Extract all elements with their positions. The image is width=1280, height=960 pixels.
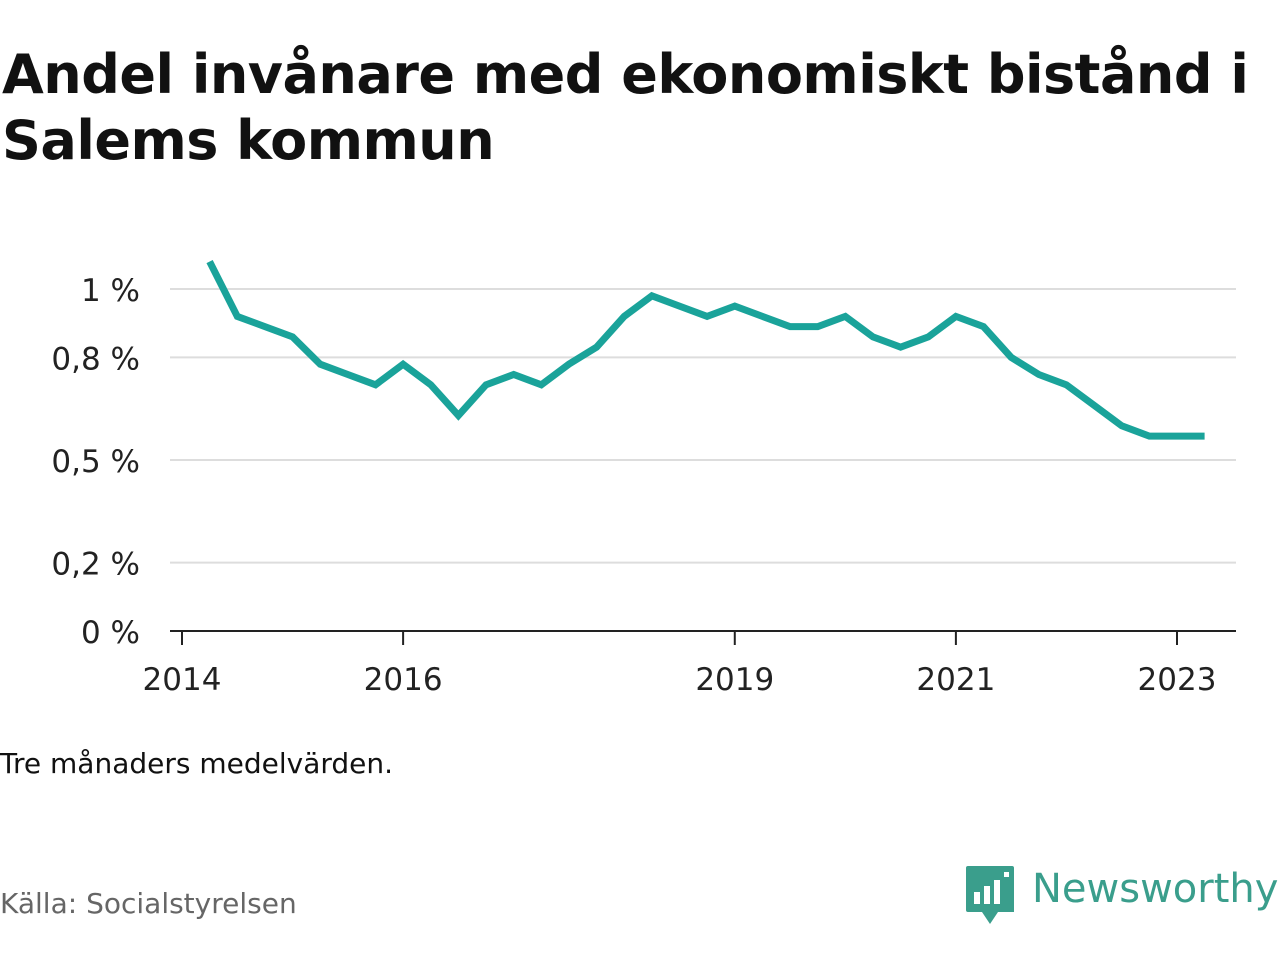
x-tick-label: 2014 [143,662,222,698]
newsworthy-logo-icon [966,866,1014,924]
series-line-0 [206,260,1205,440]
y-tick-label: 1 % [81,273,140,309]
y-tick-label: 0,5 % [51,444,140,480]
brand-logo: Newsworthy [964,864,1278,928]
y-tick-label: 0,2 % [51,547,140,583]
brand-name: Newsworthy [1032,866,1279,912]
x-tick-label: 2021 [916,662,995,698]
source-label: Källa: Socialstyrelsen [0,887,297,920]
y-axis-labels: 0 % 0,2 % 0,5 % 0,8 % 1 % [51,273,140,651]
x-tick-label: 2023 [1138,662,1217,698]
y-tick-label: 0,8 % [51,341,140,377]
series-layer [206,260,1205,440]
x-tick-label: 2016 [364,662,443,698]
x-axis [170,630,1236,645]
chart-note: Tre månaders medelvärden. [0,747,394,780]
y-tick-label: 0 % [81,615,140,651]
chart-title: Andel invånare med ekonomiskt bistånd i … [2,43,1249,172]
x-tick-label: 2019 [695,662,774,698]
x-axis-labels: 2014 2016 2019 2021 2023 [143,662,1217,698]
gridlines [170,288,1236,564]
